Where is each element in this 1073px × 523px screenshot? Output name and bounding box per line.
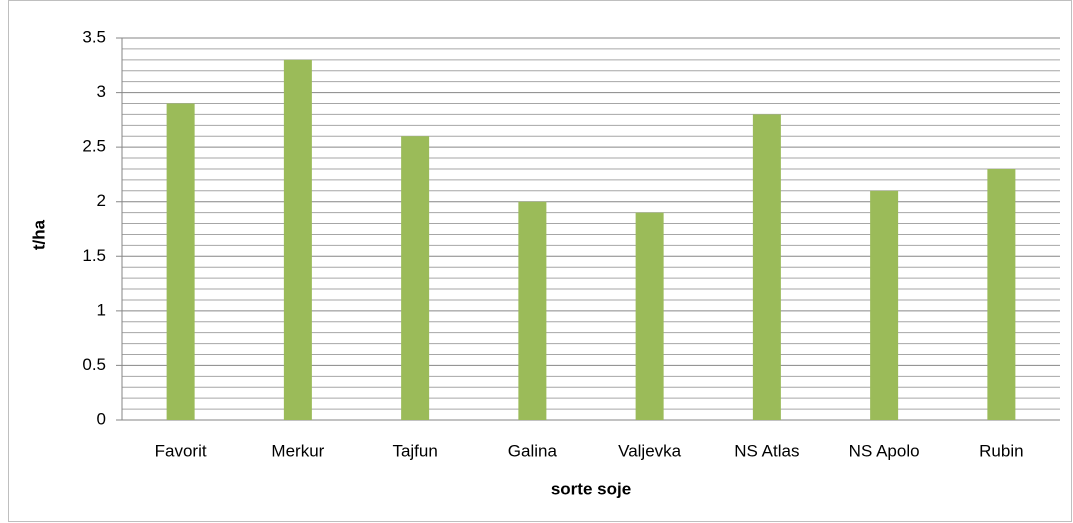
y-axis-title: t/ha [29, 219, 48, 250]
x-tick-label: NS Atlas [734, 441, 799, 460]
x-tick-label: Tajfun [392, 441, 437, 460]
bar [283, 59, 312, 420]
y-tick-label: 1 [97, 300, 106, 319]
bar [518, 201, 547, 420]
y-tick-label: 3.5 [82, 27, 106, 46]
bar [635, 212, 664, 420]
y-tick-label: 2 [97, 191, 106, 210]
bar [166, 103, 195, 420]
bar [401, 136, 430, 420]
x-tick-label: NS Apolo [849, 441, 920, 460]
y-tick-label: 2.5 [82, 137, 106, 156]
x-tick-label: Valjevka [618, 441, 682, 460]
x-tick-label: Galina [508, 441, 558, 460]
x-tick-label: Rubin [979, 441, 1023, 460]
bar [870, 190, 899, 420]
bar [987, 168, 1016, 420]
x-tick-label: Merkur [271, 441, 324, 460]
y-tick-label: 1.5 [82, 246, 106, 265]
x-tick-label: Favorit [155, 441, 207, 460]
x-axis-title: sorte soje [551, 479, 631, 498]
y-tick-label: 0.5 [82, 355, 106, 374]
y-tick-label: 0 [97, 409, 106, 428]
bar [752, 114, 781, 421]
y-tick-label: 3 [97, 82, 106, 101]
